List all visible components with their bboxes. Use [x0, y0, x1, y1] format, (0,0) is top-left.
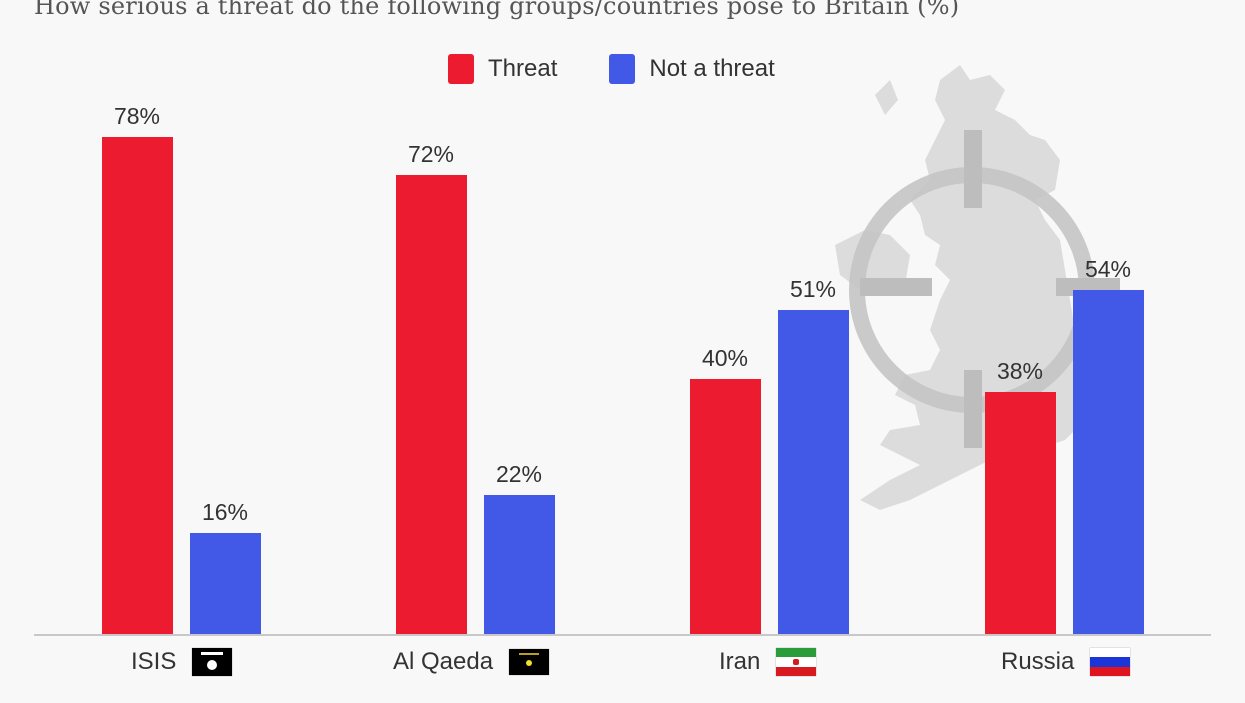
bar-iran-not-threat — [778, 310, 849, 634]
bar-label-iran-not-threat: 51% — [789, 276, 837, 302]
x-axis-baseline — [34, 634, 1211, 636]
legend-label-not-threat: Not a threat — [649, 55, 775, 82]
legend-item-not-threat: Not a threat — [609, 54, 775, 84]
category-label-isis: ISIS — [131, 648, 177, 675]
bar-label-alqaeda-not-threat: 22% — [495, 461, 543, 487]
bar-label-alqaeda-threat: 72% — [407, 141, 455, 167]
category-al-qaeda: Al Qaeda — [393, 648, 550, 676]
russia-flag-icon — [1090, 648, 1131, 676]
bar-iran-threat — [690, 379, 761, 634]
al-qaeda-flag-icon — [509, 649, 550, 675]
category-label-iran: Iran — [719, 648, 761, 675]
bar-isis-not-threat — [190, 533, 261, 634]
bar-label-isis-not-threat: 16% — [180, 499, 270, 526]
legend-label-threat: Threat — [488, 55, 558, 82]
iran-flag-icon — [776, 648, 817, 676]
bar-label-russia-not-threat: 54% — [1084, 256, 1132, 282]
chart-title: How serious a threat do the following gr… — [34, 0, 960, 20]
category-label-russia: Russia — [1001, 648, 1075, 675]
legend-item-threat: Threat — [448, 54, 557, 84]
bar-isis-threat — [102, 137, 173, 634]
bar-alqaeda-not-threat — [484, 495, 555, 634]
bar-label-isis-threat: 78% — [113, 103, 161, 129]
category-label-al-qaeda: Al Qaeda — [393, 648, 494, 675]
bar-alqaeda-threat — [396, 175, 467, 634]
threat-swatch — [448, 54, 474, 84]
category-russia: Russia — [1001, 648, 1131, 676]
bar-label-russia-threat: 38% — [996, 358, 1044, 384]
category-isis: ISIS — [131, 648, 233, 676]
bar-label-iran-threat: 40% — [701, 345, 749, 371]
isis-flag-icon — [192, 648, 233, 676]
value-isis-not-threat: 16% — [201, 499, 249, 525]
bar-russia-not-threat — [1073, 290, 1144, 634]
bar-russia-threat — [985, 392, 1056, 634]
category-iran: Iran — [719, 648, 817, 676]
not-threat-swatch — [609, 54, 636, 84]
legend: Threat Not a threat — [448, 54, 827, 84]
